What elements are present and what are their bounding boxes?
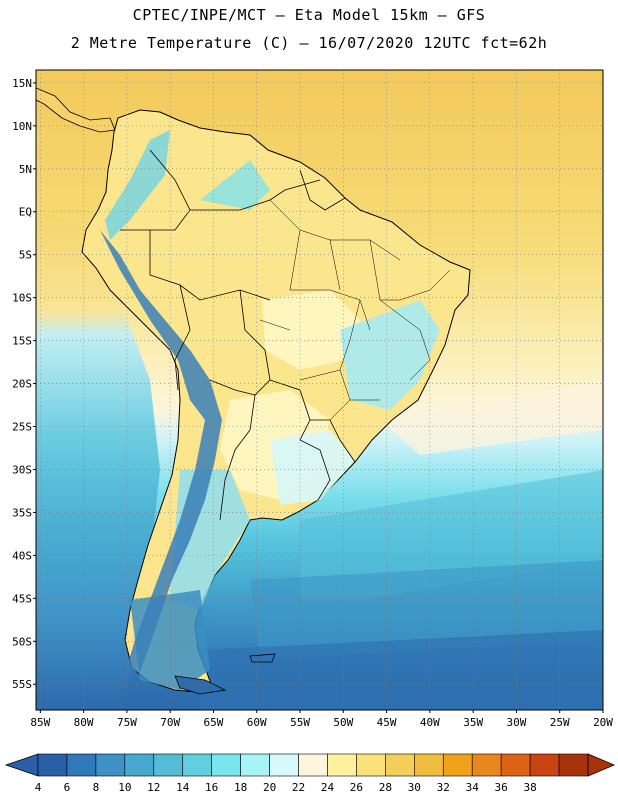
temperature-colorbar <box>4 753 616 777</box>
lon-label: 20W <box>593 716 613 729</box>
lat-label: 5S <box>19 249 32 262</box>
colorbar-swatch <box>37 753 68 777</box>
lon-label: 85W <box>30 716 50 729</box>
lat-label: 55S <box>12 678 32 691</box>
colorbar-tick-label: 26 <box>350 781 363 794</box>
lat-label: 45S <box>12 592 32 605</box>
country-borders <box>120 149 356 521</box>
colorbar-tick-label: 20 <box>263 781 276 794</box>
colorbar-right-arrow <box>587 753 616 777</box>
colorbar-tick-label: 12 <box>147 781 160 794</box>
map-title-line-1: CPTEC/INPE/MCT – Eta Model 15km – GFS <box>132 6 486 24</box>
longitude-labels: 85W 80W 75W 70W 65W 60W 55W 50W 45W 40W 35W 30W 25W 2… <box>30 710 613 729</box>
colorbar-swatch <box>529 753 560 777</box>
lon-label: 80W <box>74 716 94 729</box>
colorbar-tick-label: 18 <box>234 781 247 794</box>
lat-label: 5N <box>19 163 32 176</box>
lon-label: 40W <box>420 716 440 729</box>
colorbar-tick-label: 10 <box>118 781 131 794</box>
lon-label: 45W <box>377 716 397 729</box>
andes-cold-band <box>100 230 222 672</box>
colorbar-tick-label: 32 <box>437 781 450 794</box>
lon-label: 30W <box>506 716 526 729</box>
lat-label: 10S <box>12 292 32 305</box>
colorbar-swatch <box>471 753 502 777</box>
colorbar-tick-label: 22 <box>292 781 305 794</box>
pacific-temperature-field <box>36 210 160 710</box>
colorbar-swatch <box>558 753 589 777</box>
lat-label: 15S <box>12 335 32 348</box>
colorbar-swatch <box>269 753 299 777</box>
lat-label: EQ <box>19 206 32 219</box>
colorbar-tick-label: 14 <box>176 781 190 794</box>
colorbar-left-arrow <box>4 753 39 777</box>
falkland-islands <box>249 653 276 663</box>
lat-label: 25S <box>12 421 32 434</box>
colorbar-tick-label: 36 <box>495 781 508 794</box>
colorbar-swatch <box>442 753 473 777</box>
colorbar-swatch <box>356 753 386 777</box>
colorbar-tick-label: 16 <box>205 781 218 794</box>
lat-label: 10N <box>12 120 32 133</box>
lat-lon-grid <box>36 70 603 710</box>
colorbar-tick-label: 28 <box>379 781 392 794</box>
lat-label: 15N <box>12 77 32 90</box>
lat-label: 35S <box>12 506 32 519</box>
lat-label: 50S <box>12 635 32 648</box>
map-title-line-2: 2 Metre Temperature (C) – 16/07/2020 12U… <box>70 34 548 52</box>
state-borders <box>259 199 451 421</box>
colorbar-tick-label: 4 <box>35 781 42 794</box>
colorbar-swatch <box>182 753 212 777</box>
colorbar-swatch <box>95 753 126 777</box>
colorbar-swatch <box>124 753 155 777</box>
colorbar-tick-label: 38 <box>523 781 536 794</box>
colorbar-swatch <box>240 753 270 777</box>
colorbar-swatch <box>298 753 328 777</box>
lon-label: 65W <box>204 716 224 729</box>
lon-label: 25W <box>550 716 570 729</box>
colorbar-swatch <box>327 753 357 777</box>
colorbar-swatch <box>66 753 97 777</box>
latitude-labels: 15N 10N 5N EQ 5S 10S 15S 20S 25S 30S 35S 40S 45S 50S 5… <box>12 77 36 691</box>
lat-label: 30S <box>12 463 32 476</box>
colorbar-tick-label: 30 <box>408 781 421 794</box>
central-america <box>36 87 116 133</box>
lat-label: 40S <box>12 549 32 562</box>
lon-label: 50W <box>333 716 353 729</box>
colorbar-tick-label: 6 <box>64 781 71 794</box>
colorbar-swatch <box>211 753 241 777</box>
colorbar-labels: 4 6 8 10 12 14 16 18 20 22 24 26 28 30 32 34 36 38 <box>35 781 537 794</box>
colorbar-swatch <box>385 753 415 777</box>
lon-label: 60W <box>247 716 267 729</box>
lon-label: 35W <box>463 716 483 729</box>
lon-label: 55W <box>290 716 310 729</box>
colorbar-tick-label: 8 <box>93 781 100 794</box>
colorbar-tick-label: 34 <box>466 781 480 794</box>
colorbar-swatch <box>153 753 184 777</box>
lat-label: 20S <box>12 378 32 391</box>
colorbar-swatch <box>414 753 444 777</box>
lon-label: 75W <box>117 716 137 729</box>
colorbar-swatch <box>500 753 531 777</box>
map-frame <box>35 69 604 711</box>
lon-label: 70W <box>160 716 180 729</box>
colorbar-tick-label: 24 <box>321 781 335 794</box>
